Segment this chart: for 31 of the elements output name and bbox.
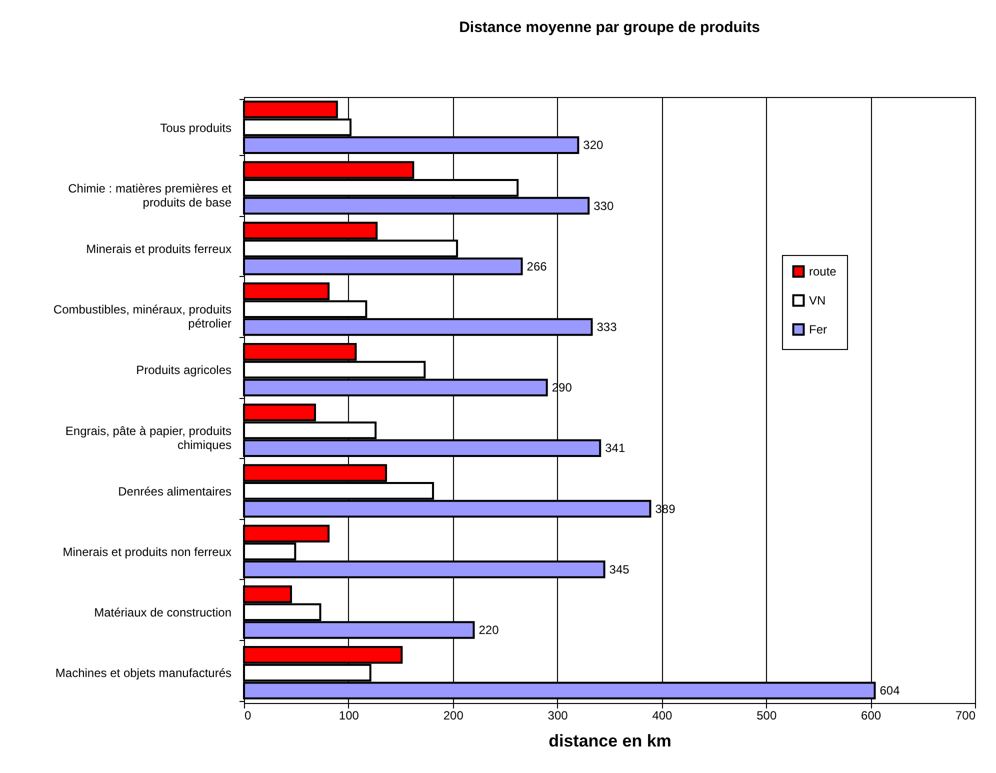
- y-tick-label: Engrais, pâte à papier, produits chimiques: [65, 424, 232, 452]
- x-tick-label: 300: [548, 708, 568, 722]
- legend-label: VN: [809, 294, 826, 308]
- y-tick-label: Minerais et produits ferreux: [86, 242, 232, 256]
- data-label: 320: [583, 138, 604, 152]
- y-tick-label: Minerais et produits non ferreux: [62, 545, 232, 559]
- data-label: 266: [526, 259, 548, 274]
- data-label: 333: [596, 320, 618, 334]
- x-tick-label: 0: [244, 708, 252, 722]
- y-tick-label: Denrées alimentaires: [118, 484, 232, 498]
- legend-label: Fer: [809, 322, 828, 336]
- data-label: 341: [605, 441, 626, 456]
- legend-label: route: [809, 264, 837, 278]
- y-tick-label: Chimie : matières premières et produits de base: [68, 181, 232, 210]
- data-label: 345: [609, 562, 630, 576]
- y-tick-label: Machines et objets manufacturés: [55, 666, 232, 680]
- x-tick-label: 500: [756, 708, 777, 722]
- data-label: 330: [594, 198, 614, 213]
- y-tick-label: Combustibles, minéraux, produits pétrolier: [53, 302, 232, 331]
- y-tick-label: Tous produits: [160, 120, 232, 135]
- y-tick-label: Matériaux de construction: [94, 606, 232, 620]
- x-tick-label: 200: [443, 708, 464, 722]
- data-label: 220: [478, 622, 500, 637]
- x-tick-label: 700: [955, 708, 976, 722]
- x-tick-label: 600: [861, 708, 882, 722]
- chart-title: Distance moyenne par groupe de produits: [459, 19, 760, 36]
- x-tick-label: 400: [652, 708, 673, 722]
- y-tick-label: Produits agricoles: [136, 363, 232, 378]
- x-axis-title: distance en km: [548, 732, 672, 750]
- data-label: 604: [880, 684, 900, 698]
- x-tick-label: 100: [338, 708, 360, 722]
